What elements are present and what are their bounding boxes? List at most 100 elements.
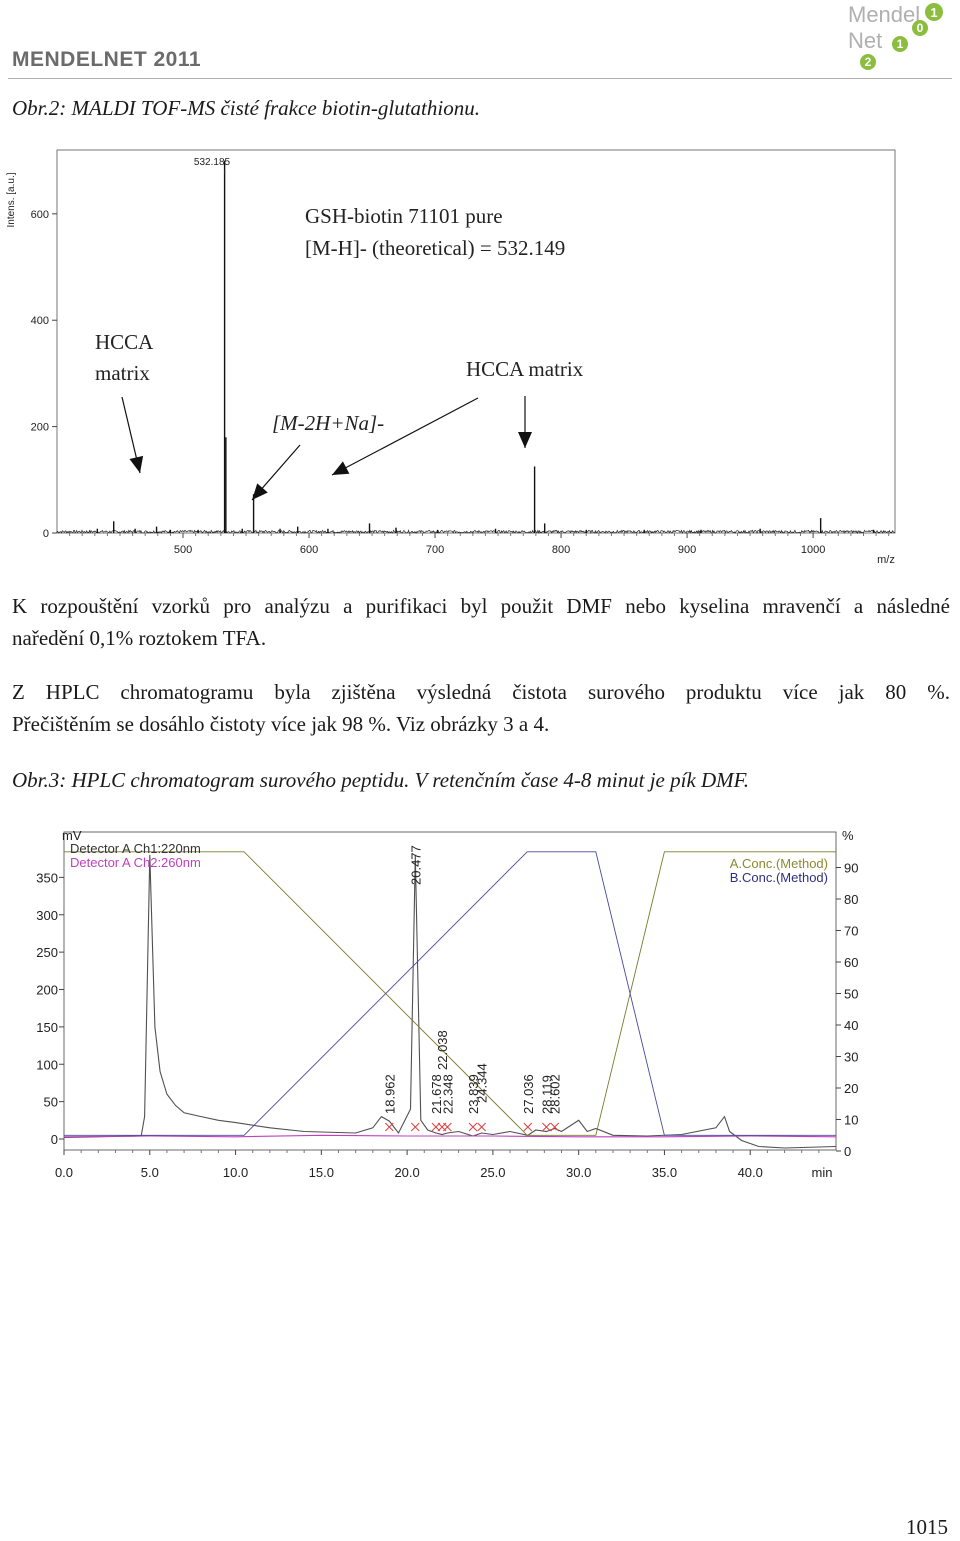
- maldi-y-tick-label: 400: [31, 315, 49, 327]
- maldi-annotation-hcca-left-2: matrix: [95, 361, 150, 385]
- hplc-peak-label: 27.036: [521, 1074, 536, 1114]
- mendelnet-logo: Mendel Net 1 0 1 2: [848, 2, 943, 70]
- maldi-annotation-arrows: [121, 396, 532, 501]
- hplc-right-tick-label: 40: [844, 1018, 858, 1033]
- maldi-x-tick-label: 700: [426, 544, 444, 556]
- hplc-legend-ch2: Detector A Ch2:260nm: [70, 855, 201, 870]
- hplc-peak-marker: [410, 1122, 420, 1132]
- maldi-arrow-adduct-head: [252, 483, 268, 500]
- hplc-x-tick-label: 40.0: [738, 1165, 763, 1180]
- hplc-peak-label: 18.962: [382, 1074, 397, 1114]
- hplc-x-axis-label: min: [812, 1165, 833, 1180]
- maldi-annotation-title-1: GSH-biotin 71101 pure: [305, 204, 503, 228]
- logo-text-bottom: Net: [848, 28, 882, 53]
- hplc-right-tick-label: 60: [844, 955, 858, 970]
- hplc-left-tick-label: 300: [36, 908, 58, 923]
- hplc-peak-label: 22.348: [440, 1074, 455, 1114]
- hplc-legend-b-conc: B.Conc.(Method): [730, 870, 828, 885]
- maldi-y-tick-label: 0: [43, 528, 49, 540]
- figure3-caption: Obr.3: HPLC chromatogram surového peptid…: [12, 768, 750, 792]
- hplc-peak-marker: [542, 1122, 551, 1132]
- hplc-peak-label: 23.839: [466, 1074, 481, 1114]
- hplc-peak-marker: [431, 1122, 441, 1132]
- hplc-x-tick-label: 15.0: [309, 1165, 334, 1180]
- hplc-peak-marker: [477, 1122, 486, 1132]
- hplc-x-tick-label: 30.0: [566, 1165, 591, 1180]
- hplc-right-tick-label: 20: [844, 1081, 858, 1096]
- logo-text-top: Mendel: [848, 2, 920, 27]
- hplc-peak-label: 22.038: [435, 1030, 450, 1070]
- hplc-x-tick-label: 0.0: [55, 1165, 73, 1180]
- hplc-x-tick-label: 10.0: [223, 1165, 248, 1180]
- hplc-x-tick-label: 35.0: [652, 1165, 677, 1180]
- hplc-x-tick-label: 20.0: [394, 1165, 419, 1180]
- maldi-annotation-hcca-right: HCCA matrix: [466, 357, 584, 381]
- paragraph-2-line-1: Z HPLC chromatogramu byla zjištěna výsle…: [12, 680, 950, 704]
- hplc-peak-marker: [468, 1122, 478, 1132]
- maldi-peak-label: 532.185: [194, 157, 231, 168]
- paragraph-2-line-2: Přečištěním se dosáhlo čistoty více jak …: [12, 712, 550, 736]
- paragraph-2: Z HPLC chromatogramu byla zjištěna výsle…: [12, 676, 950, 740]
- hplc-right-axis-label: %: [842, 828, 854, 843]
- maldi-annotation-hcca-left-1: HCCA: [95, 330, 154, 354]
- hplc-peak-label: 28.602: [548, 1074, 563, 1114]
- page-number: 1015: [906, 1515, 948, 1539]
- logo-digit-3: 1: [897, 37, 904, 51]
- hplc-peak-marker: [550, 1122, 560, 1132]
- hplc-series-1: [64, 1134, 836, 1138]
- hplc-right-tick-label: 30: [844, 1050, 858, 1065]
- paragraph-1-line-1: K rozpouštění vzorků pro analýzu a purif…: [12, 594, 950, 618]
- paragraph-1: K rozpouštění vzorků pro analýzu a purif…: [12, 590, 950, 654]
- maldi-x-tick-label: 900: [678, 544, 696, 556]
- hplc-left-tick-label: 150: [36, 1020, 58, 1035]
- maldi-plot-frame: [56, 149, 896, 534]
- hplc-series-2: [64, 851, 836, 1136]
- hplc-right-tick-label: 90: [844, 861, 858, 876]
- header-divider: [8, 78, 952, 79]
- hplc-peak-label: 20.477: [408, 845, 423, 885]
- hplc-right-tick-label: 50: [844, 987, 858, 1002]
- maldi-x-axis-label: m/z: [877, 554, 895, 566]
- hplc-left-tick-label: 100: [36, 1057, 58, 1072]
- hplc-legend-ch1: Detector A Ch1:220nm: [70, 841, 201, 856]
- hplc-left-tick-label: 50: [44, 1095, 58, 1110]
- logo-digit-1: 1: [930, 5, 937, 20]
- hplc-x-tick-label: 25.0: [480, 1165, 505, 1180]
- maldi-annotation-adduct: [M-2H+Na]-: [272, 411, 384, 435]
- maldi-arrow-hcca-right-head: [518, 432, 532, 448]
- hplc-peak-label: 21.678: [429, 1074, 444, 1114]
- hplc-peak-label: 24.344: [475, 1063, 490, 1103]
- journal-title: MENDELNET 2011: [12, 48, 202, 71]
- maldi-arrow-hcca-center: [331, 397, 479, 476]
- hplc-left-tick-label: 350: [36, 870, 58, 885]
- maldi-annotation-title-2: [M-H]- (theoretical) = 532.149: [305, 236, 565, 260]
- hplc-series-3: [64, 851, 836, 1136]
- hplc-left-axis-label: mV: [62, 828, 82, 843]
- hplc-x-tick-label: 5.0: [141, 1165, 159, 1180]
- hplc-left-tick-label: 250: [36, 945, 58, 960]
- hplc-right-tick-label: 80: [844, 892, 858, 907]
- hplc-right-tick-label: 0: [844, 1144, 851, 1159]
- maldi-arrow-hcca-left-head: [129, 455, 144, 473]
- hplc-series-0: [64, 854, 836, 1149]
- maldi-x-tick-label: 800: [552, 544, 570, 556]
- paragraph-1-line-2: naředění 0,1% roztokem TFA.: [12, 626, 267, 650]
- hplc-peak-marker: [523, 1122, 533, 1132]
- maldi-y-tick-label: 200: [31, 422, 49, 434]
- hplc-legend-a-conc: A.Conc.(Method): [730, 856, 828, 871]
- hplc-right-tick-label: 10: [844, 1113, 858, 1128]
- maldi-baseline-trace: [56, 529, 895, 535]
- hplc-peak-marker: [384, 1122, 394, 1132]
- maldi-arrow-hcca-center-head: [332, 461, 350, 475]
- figure2-caption: Obr.2: MALDI TOF-MS čisté frakce biotin-…: [12, 96, 480, 120]
- logo-digit-4: 2: [865, 55, 872, 69]
- maldi-spectrum-chart: 500 600 700 800 900 1000 0 200 400 600 Intens. [a…: [6, 149, 896, 566]
- maldi-x-tick-label: 500: [174, 544, 192, 556]
- hplc-peak-marker: [443, 1122, 452, 1132]
- maldi-y-tick-label: 600: [31, 209, 49, 221]
- hplc-left-tick-label: 200: [36, 983, 58, 998]
- hplc-left-tick-label: 0: [51, 1132, 58, 1147]
- hplc-peak-label: 28.119: [539, 1075, 554, 1114]
- logo-digit-2: 0: [917, 21, 924, 35]
- maldi-x-tick-label: 600: [300, 544, 318, 556]
